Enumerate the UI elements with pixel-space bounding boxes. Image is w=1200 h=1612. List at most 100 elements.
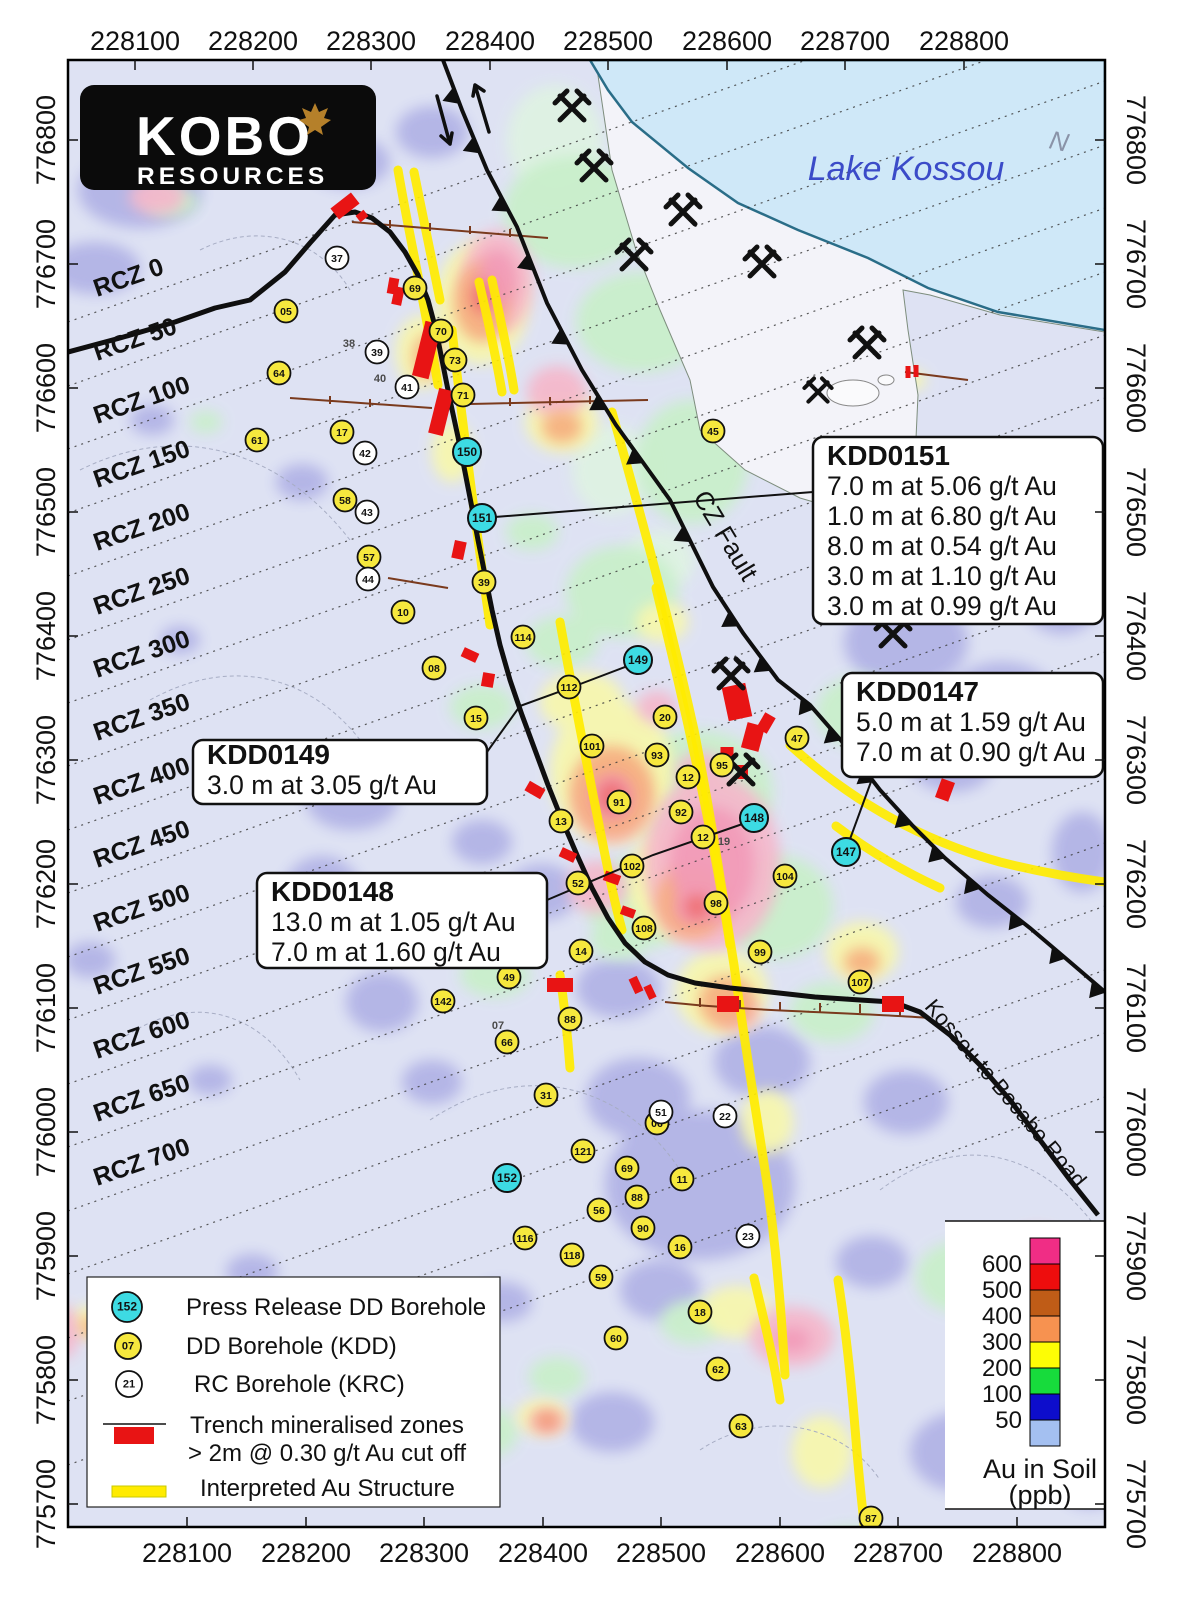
borehole-116: 116 [512, 1225, 538, 1251]
y-axis-label-left: 776300 [31, 715, 61, 805]
borehole-31: 31 [533, 1082, 559, 1108]
borehole-102: 102 [619, 853, 645, 879]
borehole-side-label: 40 [374, 373, 386, 385]
x-axis-label-bottom: 228300 [379, 1538, 469, 1568]
svg-text:13: 13 [555, 816, 567, 828]
scalebar-segment [1029, 1237, 1061, 1265]
borehole-16: 16 [667, 1234, 693, 1260]
borehole-88: 88 [557, 1006, 583, 1032]
x-axis-label-top: 228200 [208, 26, 298, 56]
svg-text:151: 151 [472, 511, 492, 525]
svg-text:52: 52 [572, 878, 584, 890]
borehole-104: 104 [772, 863, 798, 889]
callout-intercept: 1.0 m at 6.80 g/t Au [827, 501, 1057, 531]
borehole-149: 149 [623, 645, 653, 675]
borehole-95: 95 [709, 752, 735, 778]
legend-symbol [114, 1332, 142, 1360]
y-axis-label-left: 775700 [31, 1459, 61, 1549]
svg-text:16: 16 [674, 1242, 686, 1254]
trench-baseline [289, 396, 433, 409]
borehole-147: 147 [831, 837, 861, 867]
legend-box: 152 Press Release DD Borehole 07 DD Borehol… [86, 1276, 501, 1508]
callout-intercept: 5.0 m at 1.59 g/t Au [856, 707, 1086, 737]
svg-text:62: 62 [712, 1364, 724, 1376]
y-axis-label-right: 776600 [1121, 343, 1151, 433]
y-axis-label-right: 776300 [1121, 715, 1151, 805]
legend-label-press: Press Release DD Borehole [186, 1294, 486, 1321]
legend-label-rc: RC Borehole (KRC) [194, 1371, 405, 1398]
au-structure-line [487, 275, 519, 395]
svg-text:49: 49 [503, 972, 515, 984]
x-axis-label-bottom: 228700 [853, 1538, 943, 1568]
svg-text:61: 61 [251, 435, 263, 447]
svg-text:73: 73 [449, 355, 461, 367]
svg-text:98: 98 [710, 898, 722, 910]
contour-line [879, 1154, 1099, 1231]
svg-text:37: 37 [331, 253, 343, 265]
scalebar-units: (ppb) [1008, 1480, 1071, 1510]
borehole-73: 73 [442, 347, 468, 373]
borehole-12: 12 [675, 764, 701, 790]
borehole-93: 93 [644, 742, 670, 768]
axis-layer: 228100 228100 228200 228200 228300 228300 2284… [31, 26, 1151, 1568]
borehole-52: 52 [565, 870, 591, 896]
borehole-70: 70 [428, 318, 454, 344]
scalebar-title: Au in Soil [983, 1454, 1097, 1484]
borehole-92: 92 [668, 799, 694, 825]
svg-text:56: 56 [593, 1205, 605, 1217]
svg-text:58: 58 [339, 495, 351, 507]
scalebar-tick-label: 50 [995, 1407, 1022, 1434]
borehole-118: 118 [559, 1242, 585, 1268]
borehole-57: 57 [356, 544, 382, 570]
svg-text:57: 57 [363, 552, 375, 564]
x-axis-label-bottom: 228600 [735, 1538, 825, 1568]
fault-kinematic-arrows [435, 83, 491, 146]
svg-text:107: 107 [851, 977, 869, 989]
svg-text:47: 47 [791, 733, 803, 745]
borehole-12: 12 [690, 824, 716, 850]
y-axis-label-right: 776400 [1121, 591, 1151, 681]
x-axis-label-top: 228800 [919, 26, 1009, 56]
borehole-69: 69 [402, 275, 428, 301]
svg-text:23: 23 [742, 1231, 754, 1243]
legend-structure-swatch [111, 1485, 167, 1498]
svg-text:22: 22 [719, 1111, 731, 1123]
svg-text:42: 42 [359, 448, 371, 460]
svg-text:149: 149 [628, 653, 648, 667]
callout-leader [481, 491, 814, 519]
svg-text:64: 64 [273, 368, 285, 380]
y-axis-label-left: 776000 [31, 1087, 61, 1177]
borehole-51: 51 [648, 1099, 674, 1125]
borehole-14: 14 [568, 938, 594, 964]
island [826, 379, 880, 407]
borehole-66: 66 [494, 1029, 520, 1055]
svg-text:44: 44 [362, 574, 374, 586]
svg-text:88: 88 [564, 1014, 576, 1026]
svg-text:66: 66 [501, 1037, 513, 1049]
scalebar-tick-label: 400 [982, 1303, 1022, 1330]
au-structure-line [785, 740, 1104, 887]
scalebar-tick-label: 500 [982, 1277, 1022, 1304]
svg-text:152: 152 [117, 1300, 137, 1314]
borehole-101: 101 [579, 733, 605, 759]
logo-line1: KOBO [136, 105, 313, 167]
x-axis-label-bottom: 228200 [261, 1538, 351, 1568]
x-axis-label-bottom: 228800 [972, 1538, 1062, 1568]
svg-text:71: 71 [457, 390, 469, 402]
y-axis-label-right: 776000 [1121, 1087, 1151, 1177]
callout-intercept: 13.0 m at 1.05 g/t Au [271, 907, 516, 937]
svg-text:14: 14 [575, 946, 587, 958]
borehole-69: 69 [614, 1155, 640, 1181]
svg-text:06: 06 [651, 1118, 663, 1130]
borehole-39: 39 [364, 339, 390, 365]
trench-baseline [469, 396, 649, 406]
x-axis-label-top: 228700 [800, 26, 890, 56]
svg-text:108: 108 [635, 923, 653, 935]
svg-text:20: 20 [659, 712, 671, 724]
callout-intercept: 3.0 m at 3.05 g/t Au [207, 770, 437, 800]
borehole-58: 58 [332, 487, 358, 513]
x-axis-label-top: 228600 [682, 26, 772, 56]
